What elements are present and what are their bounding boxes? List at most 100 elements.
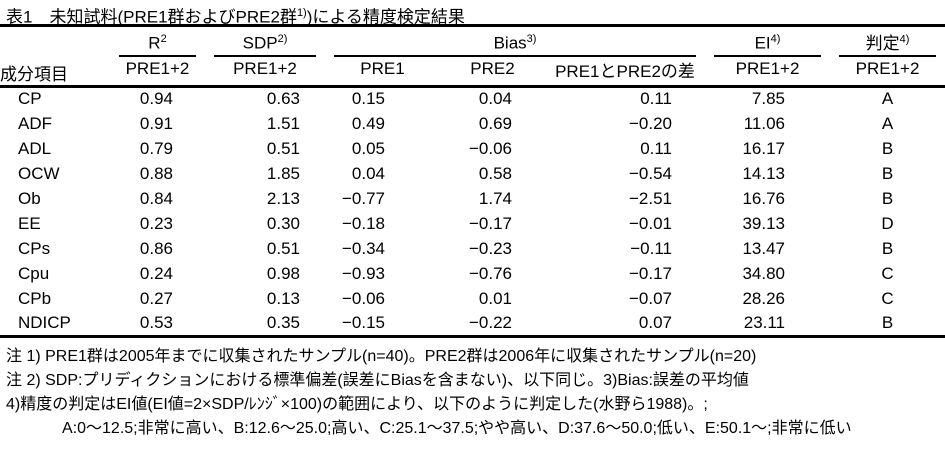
footnote-4: A:0～12.5;非常に高い、B:12.6～25.0;高い、C:25.1～37.… xyxy=(62,419,852,437)
value-cell: −0.15 xyxy=(341,312,385,332)
value-cell: −0.06 xyxy=(468,138,512,158)
value-cell: C xyxy=(881,288,894,308)
group-sup-judgment: 4) xyxy=(899,32,910,45)
value-cell: 34.80 xyxy=(742,263,786,283)
subheader-judg-pre12: PRE1+2 xyxy=(830,56,945,88)
table-title-footnote-mark: 1) xyxy=(296,7,307,19)
component-name: CPb xyxy=(18,288,52,308)
value-cell: −0.18 xyxy=(341,213,385,233)
value-cell: −0.22 xyxy=(468,312,512,332)
value-cell: −0.76 xyxy=(468,263,512,283)
value-cell: 0.49 xyxy=(351,113,385,133)
value-cell: −0.20 xyxy=(629,113,673,133)
value-cell: 0.86 xyxy=(139,238,173,258)
value-cell: −0.17 xyxy=(468,213,512,233)
value-cell: −2.51 xyxy=(629,188,673,208)
table-title-text: 表1 未知試料(PRE1群およびPRE2群 xyxy=(6,7,297,27)
component-name: OCW xyxy=(18,163,60,183)
value-cell: −0.01 xyxy=(629,213,673,233)
group-sup-ei: 4) xyxy=(770,32,781,45)
component-name: Ob xyxy=(18,188,41,208)
component-name: NDICP xyxy=(18,312,71,332)
value-cell: 16.76 xyxy=(742,188,786,208)
value-cell: 0.15 xyxy=(351,89,385,109)
table-body: CP 0.94 0.63 0.15 0.04 0.11 7.85 A ADF 0.91 1.51 0.… xyxy=(0,86,945,336)
table-title-suffix: )による精度検定結果 xyxy=(306,7,465,27)
value-cell: B xyxy=(881,312,894,332)
value-cell: −0.23 xyxy=(468,238,512,258)
group-sup-r2: 2 xyxy=(160,32,167,45)
value-cell: 1.51 xyxy=(266,113,300,133)
value-cell: 0.35 xyxy=(266,312,300,332)
group-label-judgment: 判定 xyxy=(865,33,900,53)
value-cell: 0.88 xyxy=(139,163,173,183)
table-row: Cpu 0.24 0.98 −0.93 −0.76 −0.17 34.80 C xyxy=(0,261,945,286)
value-cell: 1.85 xyxy=(266,163,300,183)
value-cell: 0.84 xyxy=(139,188,173,208)
value-cell: 23.11 xyxy=(743,312,786,332)
value-cell: D xyxy=(881,213,894,233)
footnote-1: 注 1) PRE1群は2005年までに収集されたサンプル(n=40)。PRE2群… xyxy=(6,347,757,365)
table-header: 成分項目 R2 SDP2) Bias3) EI4) 判定4) PRE1+2 xyxy=(0,25,945,88)
table-title: 表1 未知試料(PRE1群およびPRE2群1))による精度検定結果 xyxy=(0,0,945,27)
group-sup-sdp: 2) xyxy=(277,32,288,45)
value-cell: 11.06 xyxy=(743,113,786,133)
value-cell: 0.13 xyxy=(266,288,300,308)
subheader-r2-pre12: PRE1+2 xyxy=(110,56,205,88)
table-row: OCW 0.88 1.85 0.04 0.58 −0.54 14.13 B xyxy=(0,161,945,186)
table-row: CPs 0.86 0.51 −0.34 −0.23 −0.11 13.47 B xyxy=(0,236,945,261)
value-cell: −0.34 xyxy=(341,238,385,258)
value-cell: 0.69 xyxy=(478,113,512,133)
subheader-bias-diff: PRE1とPRE2の差 xyxy=(545,56,706,88)
footnote-2: 注 2) SDP:プリディクションにおける標準偏差(誤差にBiasを含まない)、… xyxy=(6,371,749,389)
component-name: CP xyxy=(18,89,42,109)
value-cell: 1.74 xyxy=(478,188,512,208)
value-cell: B xyxy=(881,138,894,158)
value-cell: 0.91 xyxy=(139,113,173,133)
group-label-ei: EI xyxy=(754,33,771,53)
table-row: ADF 0.91 1.51 0.49 0.69 −0.20 11.06 A xyxy=(0,111,945,136)
table-row: Ob 0.84 2.13 −0.77 1.74 −2.51 16.76 B xyxy=(0,186,945,211)
value-cell: A xyxy=(881,89,894,109)
group-label-r2: R xyxy=(148,33,161,53)
subheader-bias-pre1: PRE1 xyxy=(325,56,440,88)
group-sup-bias: 3) xyxy=(526,32,537,45)
value-cell: 14.13 xyxy=(742,163,786,183)
value-cell: A xyxy=(881,113,894,133)
component-name: Cpu xyxy=(18,263,50,283)
value-cell: 0.07 xyxy=(638,312,673,332)
value-cell: B xyxy=(881,238,894,258)
value-cell: 0.51 xyxy=(266,238,300,258)
component-name: CPs xyxy=(18,238,51,258)
table-row: EE 0.23 0.30 −0.18 −0.17 −0.01 39.13 D xyxy=(0,211,945,236)
value-cell: 0.05 xyxy=(351,138,385,158)
component-name: EE xyxy=(18,213,41,233)
value-cell: 0.04 xyxy=(351,163,385,183)
value-cell: 0.11 xyxy=(640,138,673,158)
table-row: CPb 0.27 0.13 −0.06 0.01 −0.07 28.26 C xyxy=(0,286,945,311)
value-cell: 0.94 xyxy=(139,89,173,109)
value-cell: 0.23 xyxy=(139,213,173,233)
table-row: NDICP 0.53 0.35 −0.15 −0.22 0.07 23.11 B xyxy=(0,311,945,336)
value-cell: 0.27 xyxy=(139,288,173,308)
footnote-3: 4)精度の判定はEI値(EI値=2×SDP/ﾚﾝｼﾞ×100)の範囲により、以下… xyxy=(6,395,708,413)
header-group-ei: EI4) xyxy=(705,26,830,57)
value-cell: 13.47 xyxy=(742,238,786,258)
header-group-r2: R2 xyxy=(110,26,205,57)
value-cell: −0.06 xyxy=(341,288,385,308)
subheader-sdp-pre12: PRE1+2 xyxy=(205,56,325,88)
value-cell: 0.58 xyxy=(478,163,512,183)
subheader-bias-pre2: PRE2 xyxy=(440,56,545,88)
value-cell: 0.98 xyxy=(266,263,300,283)
table-row: CP 0.94 0.63 0.15 0.04 0.11 7.85 A xyxy=(0,86,945,111)
component-name: ADL xyxy=(18,138,52,158)
results-table: 成分項目 R2 SDP2) Bias3) EI4) 判定4) PRE1+2 xyxy=(0,24,945,338)
header-group-sdp: SDP2) xyxy=(205,26,325,57)
table-row: ADL 0.79 0.51 0.05 −0.06 0.11 16.17 B xyxy=(0,136,945,161)
value-cell: −0.17 xyxy=(629,263,673,283)
value-cell: B xyxy=(881,163,894,183)
value-cell: −0.54 xyxy=(629,163,673,183)
group-label-sdp: SDP xyxy=(242,33,278,53)
value-cell: 39.13 xyxy=(742,213,786,233)
